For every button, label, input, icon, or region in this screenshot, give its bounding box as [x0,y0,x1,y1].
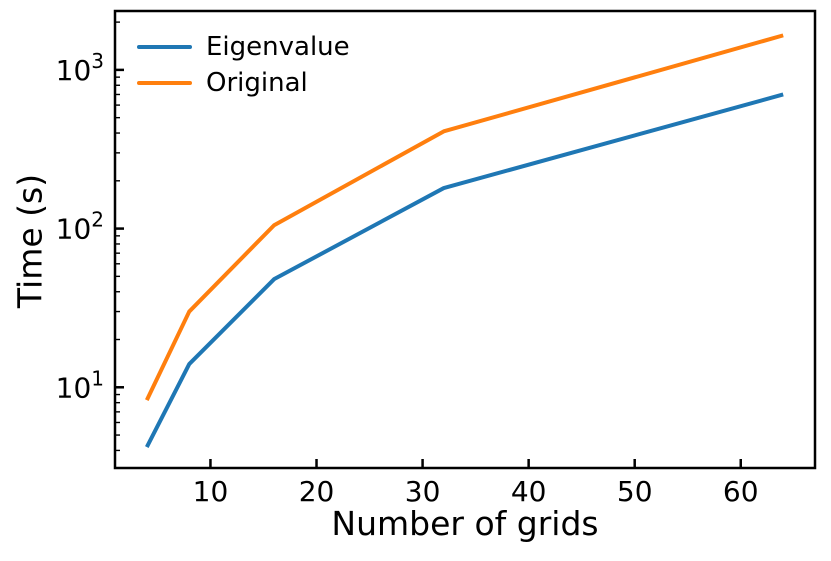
legend-line-sample-original [137,81,192,85]
x-axis-label: Number of grids [331,504,599,543]
x-tick-label-50: 50 [617,475,653,508]
legend: Eigenvalue Original [137,33,350,97]
y-tick-label-1e3: 103 [56,49,104,87]
legend-label-eigenvalue: Eigenvalue [206,32,350,62]
legend-item-original: Original [137,69,350,97]
y-axis-label: Time (s) [10,173,50,309]
x-tick-label-30: 30 [405,475,441,508]
y-axis-ticks: 101 102 103 [56,49,124,404]
legend-line-sample-eigenvalue [137,45,192,49]
series-line-eigenvalue [145,92,784,448]
legend-label-original: Original [206,68,308,98]
x-tick-label-40: 40 [511,475,547,508]
y-tick-label-1e1: 101 [56,366,104,404]
y-tick-label-1e2: 102 [56,208,104,246]
x-tick-label-20: 20 [299,475,335,508]
legend-item-eigenvalue: Eigenvalue [137,33,350,61]
y-axis-minor-ticks [115,21,120,452]
x-tick-label-60: 60 [723,475,759,508]
plot-spines [113,9,817,470]
x-tick-label-10: 10 [193,475,229,508]
series-line-original [145,33,784,401]
x-axis-ticks: 10 20 30 40 50 60 [193,459,759,508]
